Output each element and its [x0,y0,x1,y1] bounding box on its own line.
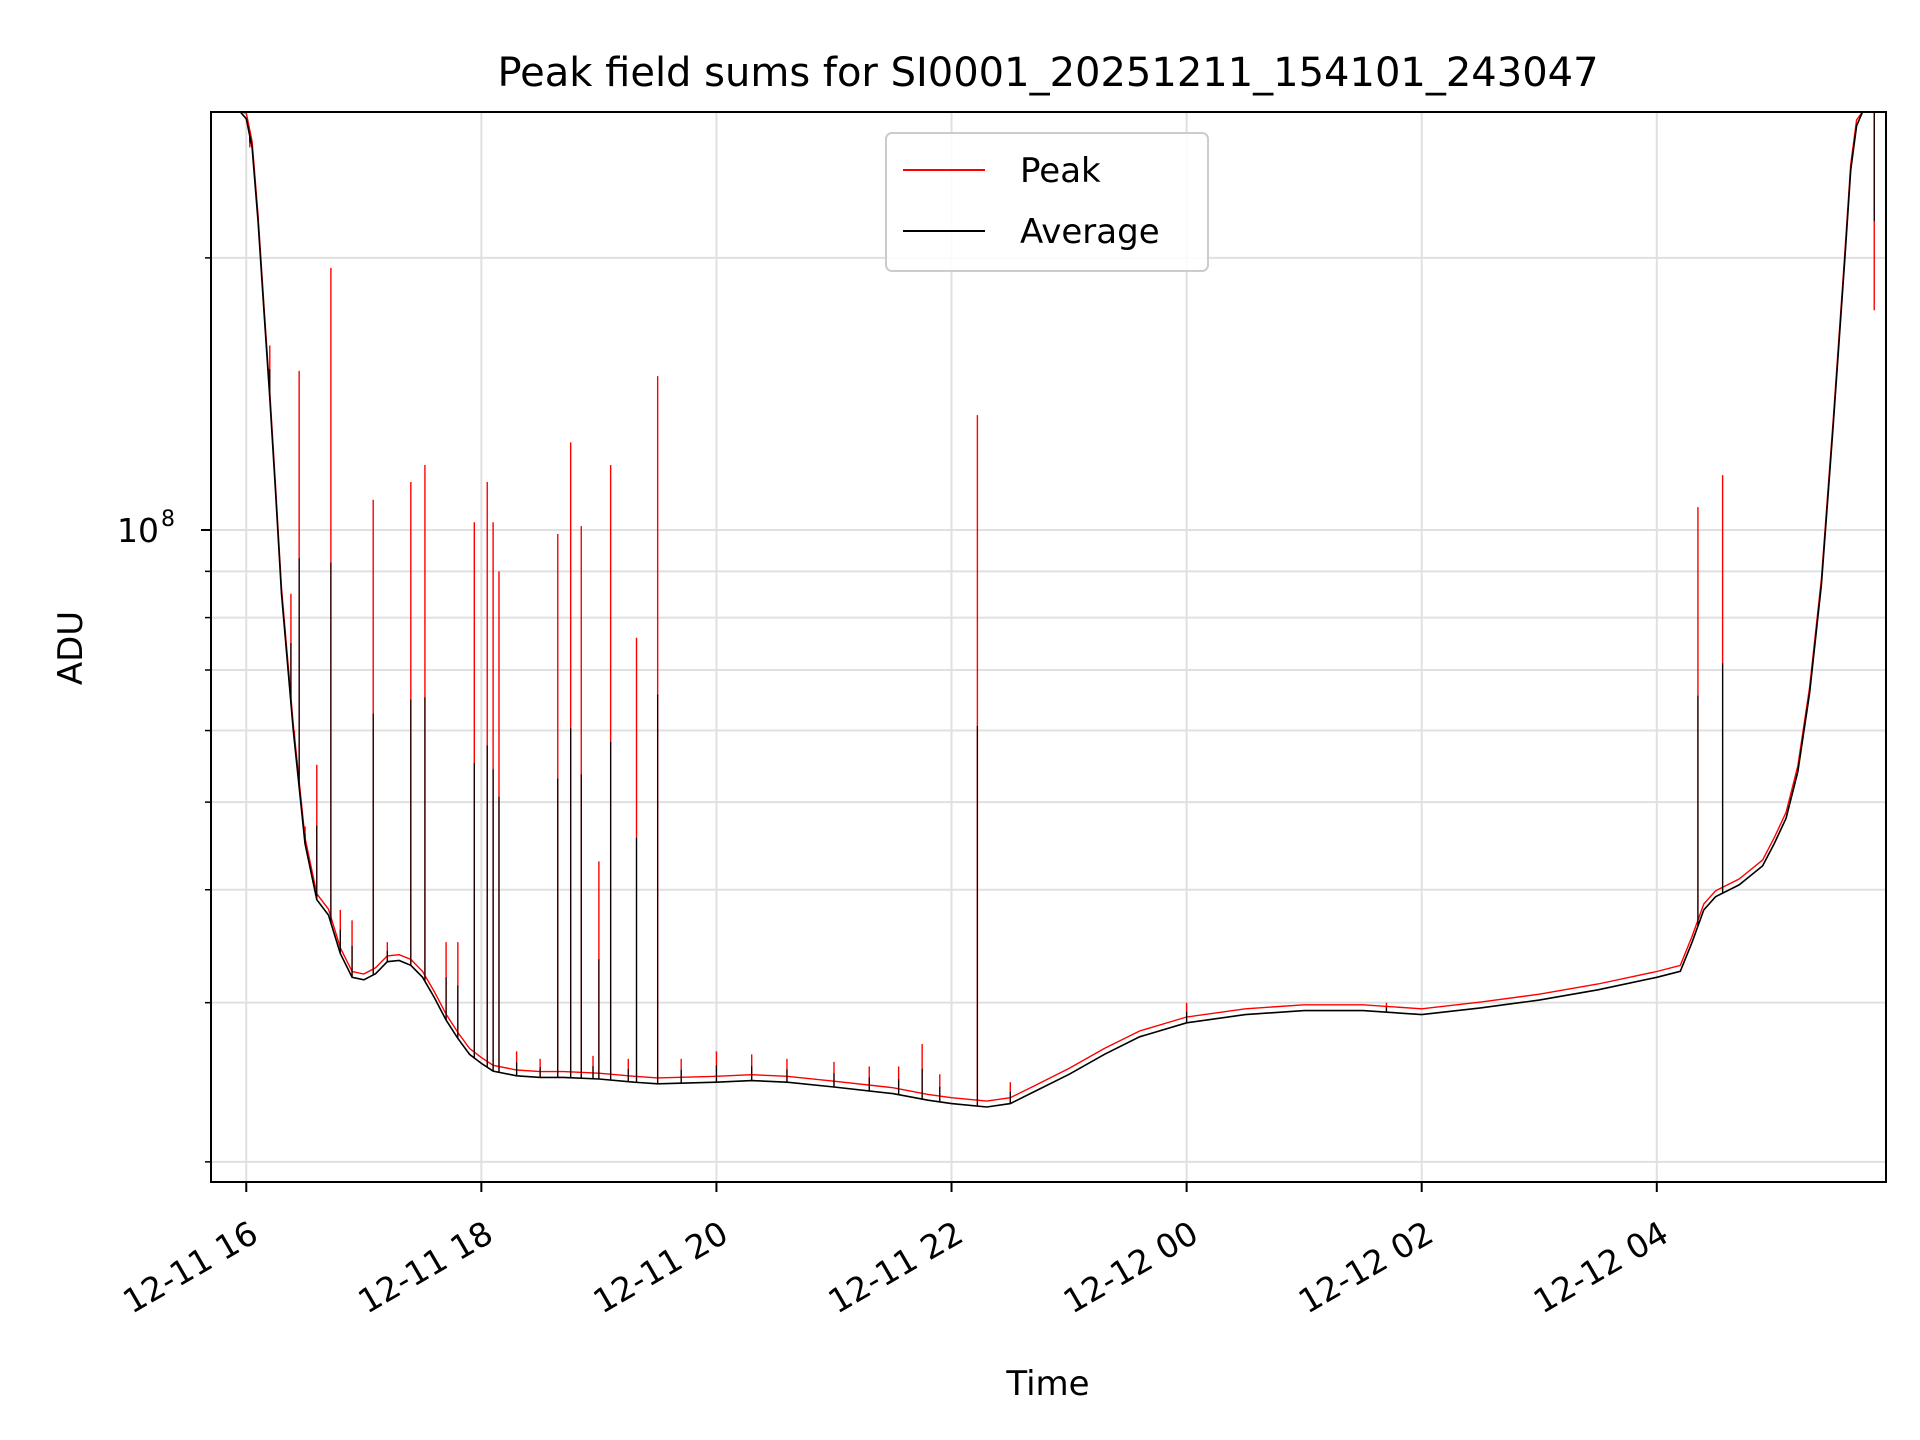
x-tick-label: 12-12 04 [1527,1213,1675,1321]
y-axis-label: ADU [51,611,91,685]
x-tick-label: 12-11 18 [351,1213,499,1321]
grid-lines [211,112,1886,1182]
legend-peak-label: Peak [1020,151,1101,191]
legend-average-label: Average [1020,212,1160,252]
x-tick-label: 12-11 16 [116,1213,264,1321]
legend: Peak Average [885,132,1209,272]
chart-title: Peak field sums for SI0001_20251211_1541… [497,50,1598,96]
series-layer [211,111,1886,1108]
legend-box [885,132,1209,272]
x-tick-label: 12-12 00 [1057,1213,1205,1321]
y-tick-label-exponent: 8 [161,507,175,532]
average-line [211,111,1886,1108]
y-tick-label: 10 [117,511,159,550]
x-tick-label: 12-12 02 [1292,1213,1440,1321]
plot-frame [210,111,1887,1183]
x-tick-label: 12-11 22 [822,1213,970,1321]
x-axis-label: Time [1005,1364,1089,1404]
x-tick-label: 12-11 20 [586,1213,734,1321]
